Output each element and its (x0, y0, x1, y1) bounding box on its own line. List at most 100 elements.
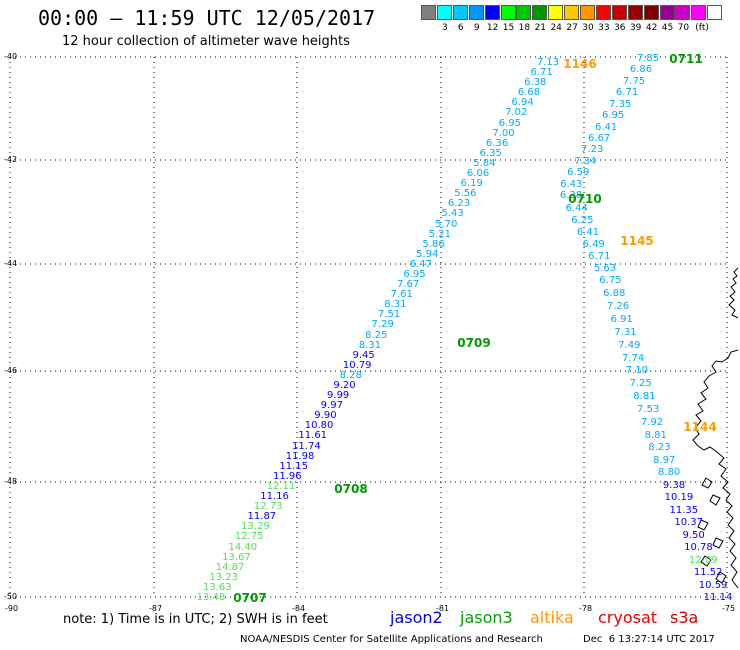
swh-value: 6.36 (485, 137, 509, 149)
swh-value: 11.87 (247, 511, 277, 523)
swh-value: 12.09 (689, 554, 718, 566)
swh-value: 6.23 (447, 198, 471, 210)
scale-unit: (ft) (695, 23, 709, 33)
swh-value: 5.94 (416, 248, 439, 260)
swh-value: 7.23 (581, 144, 604, 156)
swh-value: 11.15 (279, 460, 308, 472)
swh-value: 12.75 (234, 531, 264, 543)
scale-swatch (643, 5, 659, 20)
pass-time-label: 1145 (620, 234, 654, 248)
swh-value: 13.48 (196, 592, 226, 603)
swh-value: 6.86 (629, 64, 653, 76)
swh-value: 6.47 (409, 258, 432, 270)
scale-label: 24 (550, 23, 562, 33)
scale-label: 70 (677, 23, 690, 33)
swh-value: 7.92 (640, 416, 664, 428)
scale-label: 36 (614, 23, 626, 33)
coastline-islands (697, 477, 727, 584)
legend-entry-s3a: s3a (670, 608, 699, 627)
swh-value: 11.52 (693, 567, 723, 579)
scale-label: 45 (661, 23, 674, 33)
swh-value: 7.34 (574, 155, 597, 167)
coastline-south (692, 349, 739, 589)
swh-value: 8.31 (384, 299, 407, 311)
swh-value: 8.80 (658, 467, 681, 479)
legend-entry-jason3: jason3 (460, 608, 513, 627)
longitude-label: -87 (149, 604, 163, 613)
swh-value: 7.29 (371, 319, 394, 331)
swh-value: 5.70 (435, 218, 458, 230)
swh-value: 8.28 (339, 369, 363, 381)
scale-swatch (564, 5, 580, 20)
swh-value: 7.85 (636, 53, 660, 64)
swh-value: 7.61 (390, 289, 413, 301)
swh-value: 9.38 (662, 479, 686, 491)
swh-value: 6.68 (517, 87, 541, 99)
scale-swatch (627, 5, 643, 20)
swh-value: 9.50 (682, 529, 705, 541)
swh-value: 8.97 (653, 454, 676, 466)
swh-value: 6.95 (498, 117, 521, 129)
swh-value: 7.53 (637, 403, 660, 415)
swh-value: 7.75 (622, 75, 646, 87)
swh-value: 11.98 (285, 450, 315, 462)
swh-value: 10.78 (684, 542, 713, 554)
swh-value: 9.20 (333, 380, 356, 392)
swh-value: 6.75 (599, 275, 622, 287)
scale-label: 15 (502, 23, 515, 33)
swh-value: 7.31 (614, 326, 637, 338)
scale-swatch (548, 5, 564, 20)
longitude-label: -81 (436, 604, 450, 613)
scale-label: 9 (473, 23, 480, 33)
scale-label: 39 (629, 23, 642, 33)
longitude-label: -75 (722, 604, 736, 613)
swh-value: 9.99 (327, 390, 350, 402)
pass-time-label: 0711 (669, 52, 703, 66)
legend-entry-cryosat: cryosat (598, 608, 658, 627)
swh-value: 6.71 (588, 251, 611, 263)
swh-value: 6.94 (511, 97, 534, 109)
swh-value: 7.00 (492, 127, 515, 139)
scale-swatch (421, 5, 436, 20)
scale-swatch (611, 5, 627, 20)
scale-label: 12 (486, 23, 499, 33)
scale-swatch (580, 5, 595, 20)
scale-label: 6 (457, 23, 464, 33)
swh-value: 6.19 (460, 178, 483, 190)
credit-line: NOAA/NESDIS Center for Satellite Applica… (240, 634, 543, 645)
swh-value: 7.35 (608, 98, 632, 110)
latitude-label: -42 (4, 155, 18, 164)
swh-value: 6.06 (466, 168, 490, 180)
scale-swatch (691, 5, 707, 20)
scale-swatch (675, 5, 691, 20)
swh-value: 6.25 (571, 214, 594, 226)
swh-value: 5.56 (454, 188, 477, 200)
lat-lon-grid (9, 56, 728, 598)
swh-value: 13.63 (203, 581, 232, 593)
pass-time-label: 0709 (457, 336, 491, 350)
scale-swatch (532, 5, 548, 20)
swh-value: 6.71 (615, 87, 639, 99)
swh-value: 14.87 (215, 561, 245, 573)
footnote: note: 1) Time is in UTC; 2) SWH is in fe… (63, 612, 328, 627)
scale-swatch (659, 5, 675, 20)
swh-value: 6.88 (603, 288, 626, 300)
scale-swatch (516, 5, 532, 20)
swh-value: 5.84 (473, 157, 496, 169)
coastline-north (728, 267, 739, 319)
swh-value: 5.86 (422, 238, 445, 250)
swh-value: 11.96 (272, 470, 302, 482)
swh-value: 12.11 (266, 480, 296, 492)
swh-value: 6.67 (588, 132, 611, 144)
legend-entry-altika: altika (530, 608, 574, 627)
scale-swatch (436, 5, 452, 20)
latitude-label: -48 (4, 477, 18, 486)
scale-label: 27 (566, 23, 578, 33)
swh-value: 9.90 (314, 410, 337, 422)
swh-value: 7.51 (377, 309, 401, 321)
latitude-label: -40 (4, 52, 18, 61)
swh-value: 13.23 (209, 571, 239, 583)
scale-label: 33 (598, 23, 610, 33)
swh-value: 6.41 (595, 121, 618, 133)
longitude-label: -84 (292, 604, 306, 613)
